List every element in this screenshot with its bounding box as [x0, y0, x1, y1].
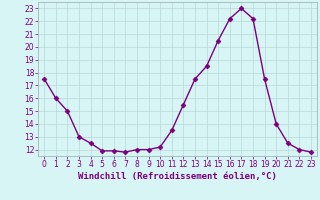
X-axis label: Windchill (Refroidissement éolien,°C): Windchill (Refroidissement éolien,°C)	[78, 172, 277, 181]
